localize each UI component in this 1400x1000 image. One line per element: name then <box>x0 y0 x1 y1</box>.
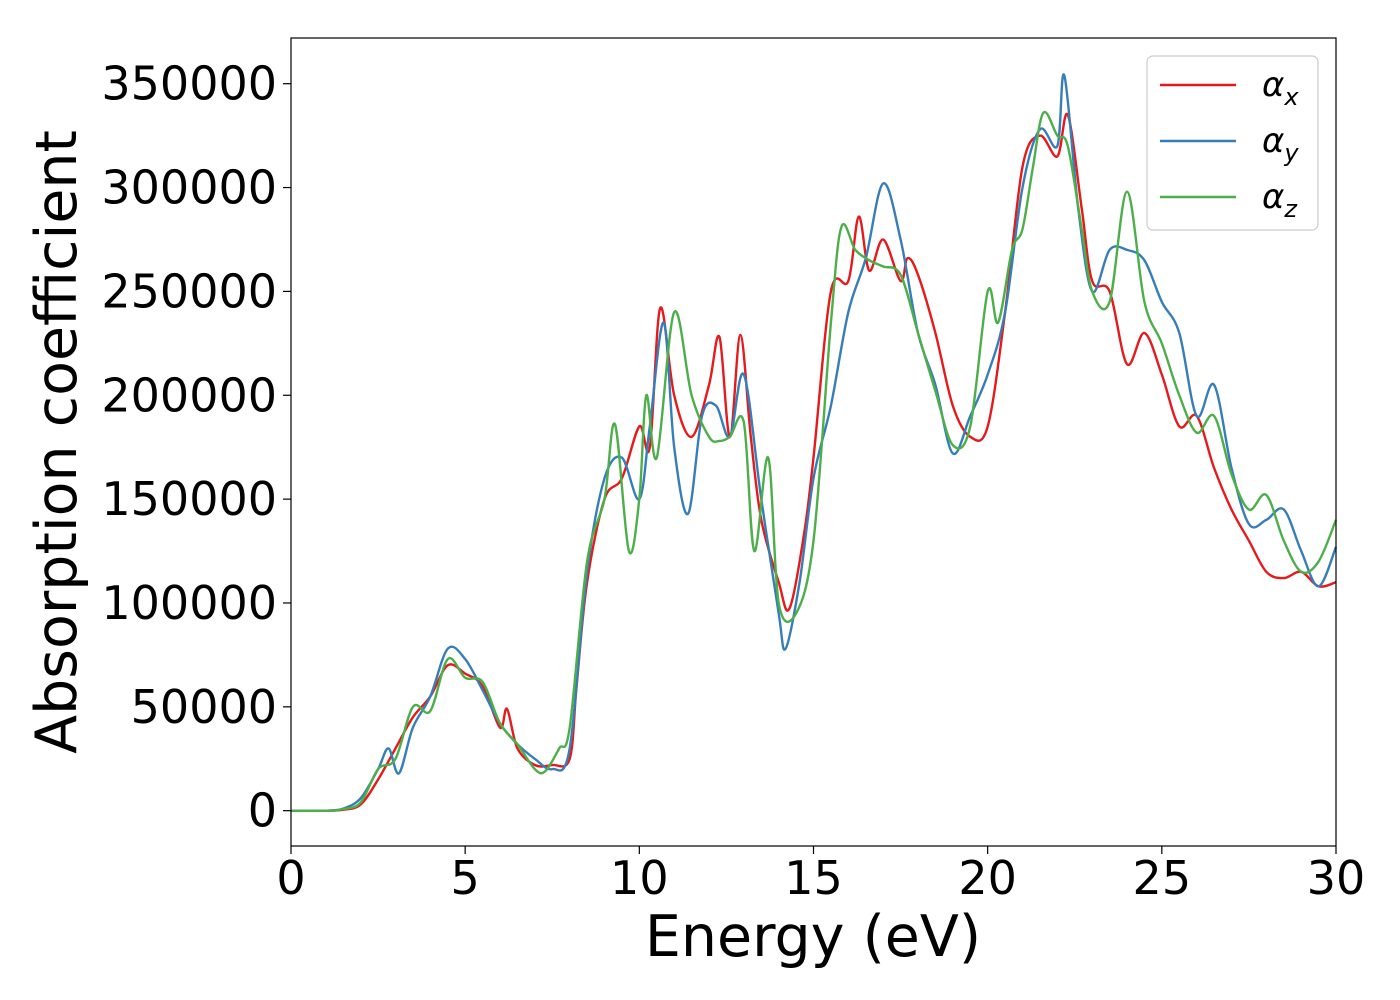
y-tick-label: 250000 <box>101 264 277 318</box>
x-tick-label: 15 <box>784 851 843 905</box>
x-axis-ticks: 0 5 10 15 20 25 30 <box>276 846 1365 905</box>
x-tick-label: 10 <box>610 851 669 905</box>
legend-label-x: αx <box>1262 65 1299 111</box>
y-axis-label: Absorption coefficient <box>24 130 90 754</box>
x-tick-label: 5 <box>451 851 480 905</box>
legend-box <box>1146 55 1319 231</box>
legend-label-z: αz <box>1262 177 1298 223</box>
x-tick-label: 30 <box>1307 851 1366 905</box>
x-axis-label: Energy (eV) <box>645 904 981 970</box>
y-tick-label: 350000 <box>101 57 277 111</box>
y-tick-label: 200000 <box>101 368 277 422</box>
series-line-x <box>290 112 1337 812</box>
x-tick-label: 0 <box>276 851 305 905</box>
x-tick-label: 20 <box>958 851 1017 905</box>
y-tick-label: 100000 <box>101 576 277 630</box>
series-line-z <box>290 110 1338 813</box>
y-axis-ticks: 0 50000 100000 150000 200000 250000 300000 3500… <box>101 57 291 838</box>
y-tick-label: 50000 <box>131 680 277 734</box>
y-tick-label: 150000 <box>101 472 277 526</box>
y-tick-label: 300000 <box>101 161 277 215</box>
legend: αx αy αz <box>1146 55 1319 231</box>
legend-label-y: αy <box>1262 121 1299 167</box>
series-lines <box>290 73 1338 813</box>
x-tick-label: 25 <box>1133 851 1192 905</box>
y-tick-label: 0 <box>248 784 277 838</box>
